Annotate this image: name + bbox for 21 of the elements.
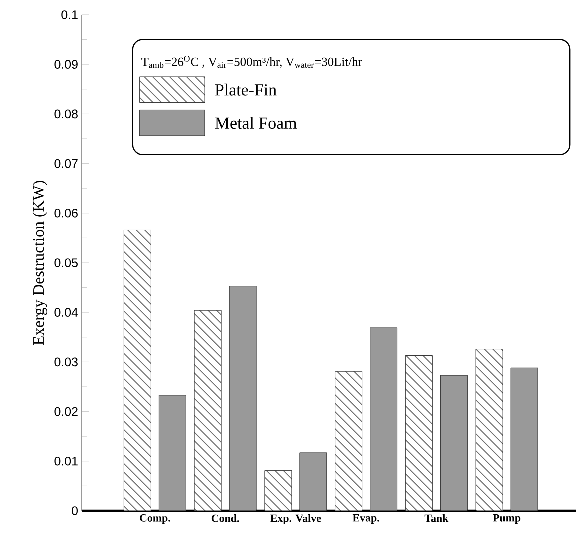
x-tick-label: Pump	[493, 514, 521, 524]
y-tick-label: 0.04	[54, 308, 78, 317]
y-tick-label: 0.05	[54, 258, 78, 268]
y-tick-label: 0.08	[54, 110, 78, 119]
x-tick-label: Exp. Valve	[270, 514, 322, 524]
legend-label: Plate-Fin	[215, 84, 277, 96]
y-tick-label: 0.01	[54, 456, 78, 466]
y-tick-label: 0.1	[62, 10, 78, 20]
x-tick-label: Cond.	[212, 514, 240, 522]
legend-label: Metal Foam	[215, 117, 297, 130]
y-tick-label: 0.06	[54, 208, 78, 218]
x-tick-label: Evap.	[352, 514, 380, 524]
x-tick-label: Comp.	[140, 514, 170, 524]
y-tick-label: 0.09	[54, 60, 78, 69]
y-axis-title: Exergy Destruction (KW)	[32, 181, 48, 346]
y-tick-label: 0.02	[54, 407, 78, 416]
y-tick-label: 0.03	[54, 358, 78, 367]
y-tick-label: 0.07	[54, 159, 78, 168]
text: T$_{amb}$=26$^{O}$C , V$_{air}$=500m³/hr, V$_{water}$=30Lit/hr	[142, 56, 362, 68]
y-tick-label: 0	[72, 506, 78, 516]
x-tick-label: Tank	[424, 514, 449, 522]
